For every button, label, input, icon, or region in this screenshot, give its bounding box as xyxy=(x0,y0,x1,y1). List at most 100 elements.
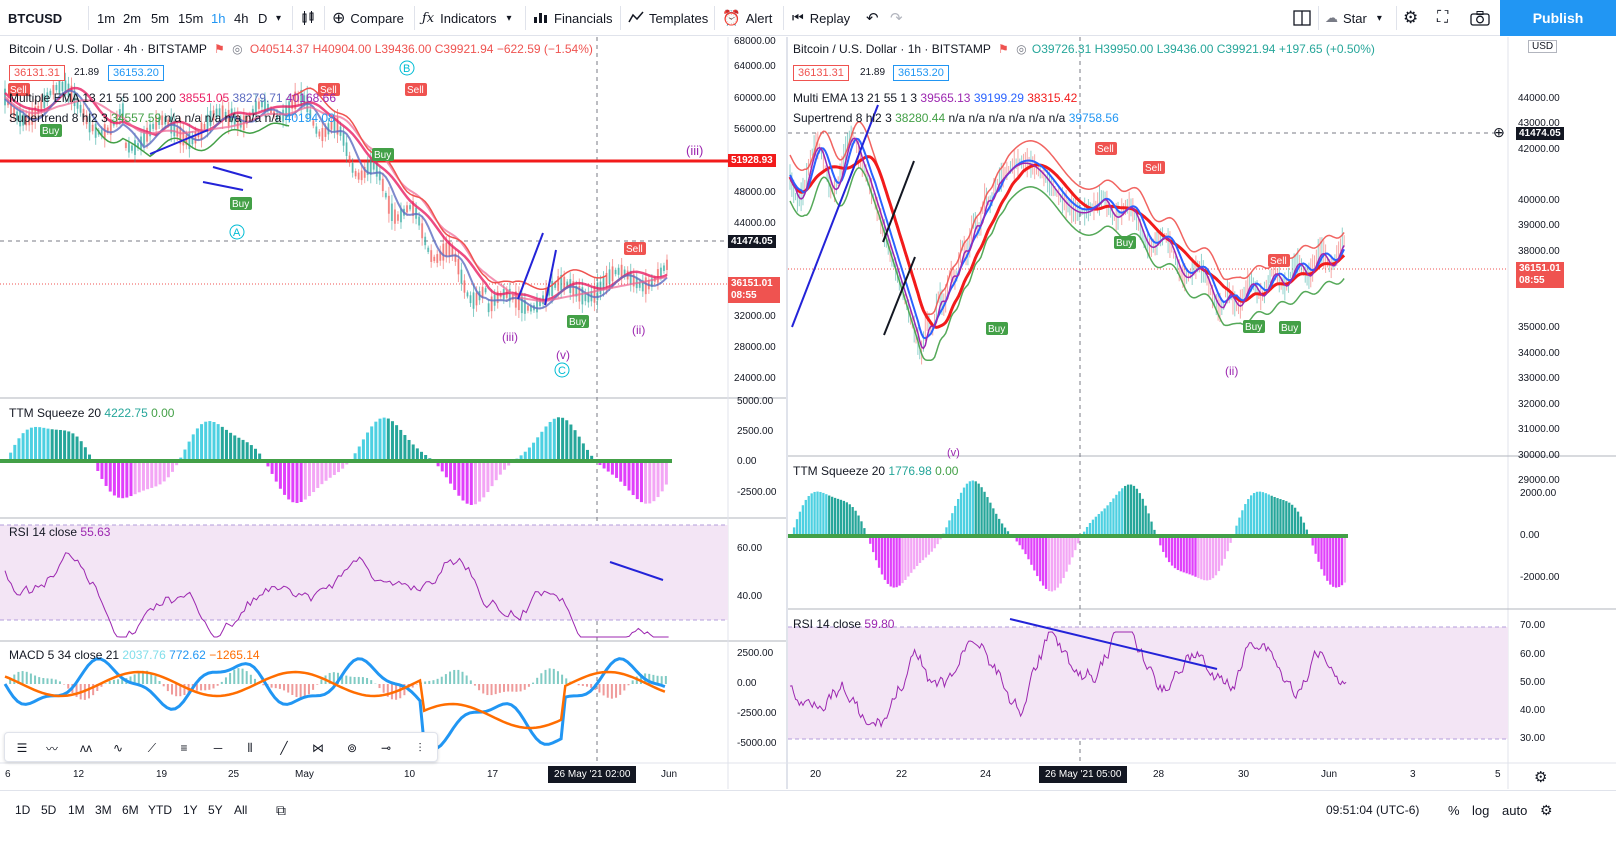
ttm-bar xyxy=(1103,508,1106,536)
measure-icon[interactable]: ⊸ xyxy=(380,741,392,755)
range-1d[interactable]: 1D xyxy=(15,803,31,817)
ttm-bar xyxy=(453,461,457,490)
sell-signal-label: Sell xyxy=(320,85,337,96)
left-ttm-legend[interactable]: TTM Squeeze 20 4222.75 0.00 xyxy=(9,406,174,420)
pitchfork-icon[interactable]: ≡ xyxy=(180,741,188,755)
supertrend-legend[interactable]: Supertrend 8 hl2 3 34557.59 n/a n/a n/a … xyxy=(9,111,335,125)
macd-histogram-bar xyxy=(50,678,53,684)
interval-15m[interactable]: 15m xyxy=(178,10,204,26)
candle-body xyxy=(448,241,451,257)
range-6m[interactable]: 6M xyxy=(122,803,139,817)
buy-price-box[interactable]: 36153.20 xyxy=(893,65,949,81)
currency-label[interactable]: USD xyxy=(1528,40,1558,53)
range-5d[interactable]: 5D xyxy=(41,803,57,817)
macd-histogram-bar xyxy=(295,684,298,698)
candle-body xyxy=(442,243,445,261)
wave-icon[interactable]: 〰 xyxy=(45,741,58,756)
compare-button[interactable]: ⊕ Compare xyxy=(332,10,404,27)
candles-icon[interactable] xyxy=(300,0,316,36)
redo-icon[interactable]: ↷ xyxy=(890,10,903,27)
camera-icon[interactable] xyxy=(1470,0,1490,36)
interval-1m[interactable]: 1m xyxy=(97,10,116,26)
wave-circle-label: B xyxy=(403,63,410,75)
ema-legend[interactable]: Multiple EMA 13 21 55 100 200 38551.05 3… xyxy=(9,91,336,105)
right-symbol-title[interactable]: Bitcoin / U.S. Dollar · 1h · BITSTAMP xyxy=(793,42,991,56)
log-toggle[interactable]: log xyxy=(1472,802,1490,818)
menu-icon[interactable]: ☰ xyxy=(16,741,28,755)
settings-tool-icon[interactable]: ⫶ xyxy=(418,740,422,755)
macd-histogram-bar xyxy=(179,684,182,697)
fib-icon[interactable]: ⊚ xyxy=(346,741,358,755)
macd-histogram-bar xyxy=(482,684,485,694)
auto-toggle[interactable]: auto xyxy=(1502,802,1528,818)
interval-2m[interactable]: 2m xyxy=(123,10,142,26)
bars-tool-icon[interactable]: ⫴ xyxy=(247,740,253,755)
symbol-search[interactable]: BTCUSD xyxy=(8,10,63,26)
left-symbol-title[interactable]: Bitcoin / U.S. Dollar · 4h · BITSTAMP xyxy=(9,42,207,56)
supertrend-label: Supertrend 8 hl2 3 xyxy=(9,111,108,125)
candle-body xyxy=(342,132,345,146)
sell-price-box[interactable]: 36131.31 xyxy=(9,65,65,81)
supertrend-legend[interactable]: Supertrend 8 hl2 3 38280.44 n/a n/a n/a … xyxy=(793,111,1119,125)
templates-button[interactable]: Templates xyxy=(628,0,708,36)
range-ytd[interactable]: YTD xyxy=(148,803,172,817)
range-1m[interactable]: 1M xyxy=(68,803,85,817)
macd-histogram-bar xyxy=(262,684,265,686)
ttm-bar xyxy=(795,519,799,536)
path-icon[interactable]: ⋈ xyxy=(312,741,324,755)
left-macd-legend[interactable]: MACD 5 34 close 21 2037.76 772.62 −1265.… xyxy=(9,648,260,662)
target-icon[interactable]: ⚙ xyxy=(1540,801,1553,818)
interval-d[interactable]: D xyxy=(258,10,268,26)
macd-histogram-bar xyxy=(332,672,335,684)
ema-legend[interactable]: Multi EMA 13 21 55 1 3 39565.13 39199.29… xyxy=(793,91,1077,105)
right-rsi-legend[interactable]: RSI 14 close 59.80 xyxy=(793,617,894,631)
left-chart-canvas[interactable]: Sell Sell Sell Buy Buy Buy Buy Sell B A C xyxy=(0,37,786,789)
wave-numbered-icon[interactable]: ʌʌ xyxy=(80,741,92,755)
interval-5m[interactable]: 5m xyxy=(151,10,170,26)
price-tick: 31000.00 xyxy=(1518,424,1560,435)
layout-name-button[interactable]: ☁ Star ▾ xyxy=(1325,10,1382,26)
range-1y[interactable]: 1Y xyxy=(183,803,198,817)
buy-price-box[interactable]: 36153.20 xyxy=(108,65,164,81)
crosshair-icon[interactable]: ⊕ xyxy=(1493,124,1505,140)
indicators-button[interactable]: ƒx Indicators ▾ xyxy=(422,10,512,26)
interval-1h[interactable]: 1h xyxy=(211,10,226,26)
alert-button[interactable]: ⏰ Alert xyxy=(722,10,773,27)
ttm-bar xyxy=(444,461,448,478)
chart-divider[interactable] xyxy=(786,37,788,789)
ttm-tick: 5000.00 xyxy=(737,396,774,407)
layout-icon[interactable] xyxy=(1293,0,1311,36)
ray-icon[interactable]: ╱ xyxy=(280,741,288,755)
hline-icon[interactable]: ─ xyxy=(213,741,223,755)
ema-value: 38315.42 xyxy=(1027,91,1078,105)
trend-icon[interactable]: ⟋ xyxy=(147,740,157,755)
range-5y[interactable]: 5Y xyxy=(208,803,223,817)
range-3m[interactable]: 3M xyxy=(95,803,112,817)
chevron-down-icon[interactable]: ▾ xyxy=(276,12,282,24)
undo-icon[interactable]: ↶ xyxy=(866,10,879,27)
publish-button[interactable]: Publish xyxy=(1500,0,1616,36)
rsi-tick: 50.00 xyxy=(1520,677,1546,688)
right-ttm-legend[interactable]: TTM Squeeze 20 1776.98 0.00 xyxy=(793,464,958,478)
interval-4h[interactable]: 4h xyxy=(234,10,249,26)
range-all[interactable]: All xyxy=(234,803,248,817)
replay-button[interactable]: ⏮ Replay xyxy=(792,10,851,26)
buy-signal-label: Buy xyxy=(374,150,391,161)
calendar-icon[interactable]: ⧉ xyxy=(276,801,286,818)
sell-price-box[interactable]: 36131.31 xyxy=(793,65,849,81)
macd-histogram-bar xyxy=(287,684,290,693)
ohlc-close: C39921.94 xyxy=(434,42,494,56)
ttm-tick: 0.00 xyxy=(1520,530,1540,541)
wave-numbered-icon[interactable]: ∿ xyxy=(112,741,124,755)
right-chart-canvas[interactable]: Sell Sell Sell Buy Buy Buy Buy xyxy=(788,37,1616,789)
clock-time[interactable]: 09:51:04 (UTC-6) xyxy=(1326,803,1420,817)
fullscreen-icon[interactable]: ⛶ xyxy=(1437,9,1449,26)
ttm-bar xyxy=(378,418,382,461)
gear-icon[interactable]: ⚙ xyxy=(1534,769,1548,786)
financials-button[interactable]: Financials xyxy=(533,0,613,36)
percent-toggle[interactable]: % xyxy=(1448,802,1460,818)
gear-icon[interactable]: ⚙ xyxy=(1403,8,1419,27)
left-rsi-legend[interactable]: RSI 14 close 55.63 xyxy=(9,525,110,539)
ttm-bar xyxy=(233,435,237,461)
crosshair-time-tag: 26 May '21 05:00 xyxy=(1039,766,1128,783)
